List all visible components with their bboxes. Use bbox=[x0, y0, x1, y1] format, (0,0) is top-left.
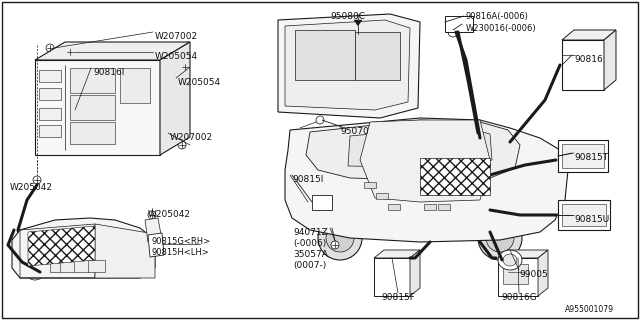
Circle shape bbox=[448, 27, 458, 37]
Circle shape bbox=[355, 15, 361, 21]
Text: 90815T: 90815T bbox=[574, 153, 608, 162]
Polygon shape bbox=[438, 204, 450, 210]
Polygon shape bbox=[420, 158, 490, 195]
Polygon shape bbox=[498, 250, 522, 270]
Text: W207002: W207002 bbox=[155, 32, 198, 41]
Bar bbox=[39, 70, 61, 82]
Circle shape bbox=[318, 216, 362, 260]
Text: 35057A: 35057A bbox=[293, 250, 328, 259]
Bar bbox=[558, 140, 608, 172]
Polygon shape bbox=[348, 126, 492, 168]
Circle shape bbox=[178, 141, 186, 149]
Bar bbox=[39, 88, 61, 100]
Bar bbox=[295, 30, 355, 80]
Polygon shape bbox=[306, 120, 520, 180]
Text: A955001079: A955001079 bbox=[565, 305, 614, 314]
Text: 90815I: 90815I bbox=[292, 175, 323, 184]
Polygon shape bbox=[35, 42, 190, 60]
Polygon shape bbox=[374, 250, 420, 258]
Bar bbox=[374, 258, 410, 296]
Text: (0007-): (0007-) bbox=[293, 261, 326, 270]
Polygon shape bbox=[360, 120, 490, 202]
Bar bbox=[50, 260, 105, 272]
Bar bbox=[562, 40, 604, 90]
Polygon shape bbox=[538, 250, 548, 296]
Bar bbox=[562, 144, 604, 168]
Text: W205054: W205054 bbox=[155, 52, 198, 61]
Circle shape bbox=[469, 179, 481, 191]
Circle shape bbox=[25, 260, 45, 280]
Text: W205042: W205042 bbox=[148, 210, 191, 219]
Polygon shape bbox=[354, 20, 362, 26]
Bar bbox=[120, 68, 150, 103]
Circle shape bbox=[478, 216, 522, 260]
Text: 90816: 90816 bbox=[574, 55, 603, 64]
Text: W205042: W205042 bbox=[10, 183, 53, 192]
Polygon shape bbox=[160, 42, 190, 155]
Bar bbox=[312, 195, 332, 210]
Polygon shape bbox=[364, 182, 376, 188]
Circle shape bbox=[29, 264, 41, 276]
Bar bbox=[456, 168, 462, 174]
Text: 90816G: 90816G bbox=[501, 293, 537, 302]
Circle shape bbox=[181, 63, 189, 71]
Polygon shape bbox=[145, 218, 162, 242]
Polygon shape bbox=[285, 20, 410, 110]
Circle shape bbox=[112, 107, 118, 113]
Polygon shape bbox=[95, 224, 155, 278]
Bar bbox=[476, 168, 482, 174]
Polygon shape bbox=[498, 250, 548, 258]
Text: W230016(-0006): W230016(-0006) bbox=[466, 24, 536, 33]
Text: 90815F: 90815F bbox=[381, 293, 415, 302]
Polygon shape bbox=[376, 193, 388, 199]
Polygon shape bbox=[424, 204, 436, 210]
Text: 90816A(-0006): 90816A(-0006) bbox=[466, 12, 529, 21]
Text: 94071Z: 94071Z bbox=[293, 228, 328, 237]
Circle shape bbox=[331, 241, 339, 249]
Circle shape bbox=[95, 110, 105, 120]
Polygon shape bbox=[28, 226, 95, 266]
Bar bbox=[503, 264, 528, 284]
Text: 90815G<RH>: 90815G<RH> bbox=[152, 237, 211, 246]
Polygon shape bbox=[410, 250, 420, 296]
Text: 90816I: 90816I bbox=[93, 68, 124, 77]
Circle shape bbox=[326, 224, 354, 252]
Polygon shape bbox=[562, 30, 616, 40]
Polygon shape bbox=[148, 233, 164, 257]
Polygon shape bbox=[35, 60, 160, 155]
Bar bbox=[39, 125, 61, 137]
Polygon shape bbox=[388, 204, 400, 210]
Bar bbox=[70, 68, 115, 93]
Circle shape bbox=[486, 224, 514, 252]
Bar bbox=[355, 32, 400, 80]
Text: 90815H<LH>: 90815H<LH> bbox=[152, 248, 210, 257]
Polygon shape bbox=[278, 14, 420, 118]
Polygon shape bbox=[604, 30, 616, 90]
Text: 95070: 95070 bbox=[340, 127, 369, 136]
Bar bbox=[466, 168, 472, 174]
Bar bbox=[498, 258, 538, 296]
Polygon shape bbox=[285, 118, 568, 242]
Bar bbox=[70, 122, 115, 144]
Text: 95080C: 95080C bbox=[330, 12, 365, 21]
Polygon shape bbox=[503, 254, 517, 266]
Circle shape bbox=[33, 176, 41, 184]
Bar bbox=[562, 204, 606, 226]
Bar bbox=[558, 200, 610, 230]
Polygon shape bbox=[12, 218, 155, 278]
Bar bbox=[445, 16, 473, 32]
Circle shape bbox=[316, 116, 324, 124]
Text: 90815U: 90815U bbox=[574, 215, 609, 224]
Text: 99005: 99005 bbox=[519, 270, 548, 279]
Text: W207002: W207002 bbox=[170, 133, 213, 142]
Circle shape bbox=[46, 44, 54, 52]
Circle shape bbox=[66, 48, 74, 56]
Text: W205054: W205054 bbox=[178, 78, 221, 87]
Circle shape bbox=[465, 175, 485, 195]
Bar bbox=[70, 95, 115, 120]
Bar bbox=[39, 108, 61, 120]
Text: (-0006): (-0006) bbox=[293, 239, 326, 248]
Circle shape bbox=[148, 211, 156, 219]
